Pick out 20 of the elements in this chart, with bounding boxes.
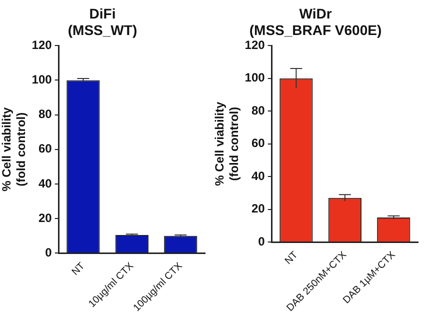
x-tick-label: NT: [283, 250, 300, 267]
y-tick-label: 120: [32, 38, 52, 52]
chart-title: DiFi (MSS_WT): [68, 5, 138, 38]
y-tick-label: 100: [32, 72, 52, 87]
y-tick-label: 100: [244, 70, 266, 85]
chart-title: WiDr (MSS_BRAF V600E): [249, 5, 382, 38]
y-tick-label: 60: [38, 142, 52, 156]
y-tick-label: 0: [258, 234, 266, 248]
y-tick-label: 20: [38, 210, 52, 225]
y-tick-label: 40: [38, 176, 52, 190]
y-tick-label: 20: [251, 202, 266, 216]
y-tick-label: 40: [251, 168, 266, 183]
y-tick-label: 60: [251, 136, 266, 150]
y-tick-label: 80: [38, 107, 52, 122]
y-axis-title: % Cell viability (fold control): [212, 102, 241, 186]
y-tick-label: 120: [244, 38, 266, 52]
x-tick-label: NT: [70, 260, 88, 278]
y-tick-label: 80: [251, 103, 266, 118]
y-tick-label: 0: [45, 245, 52, 260]
y-axis-title: % Cell viability (fold control): [0, 107, 28, 192]
